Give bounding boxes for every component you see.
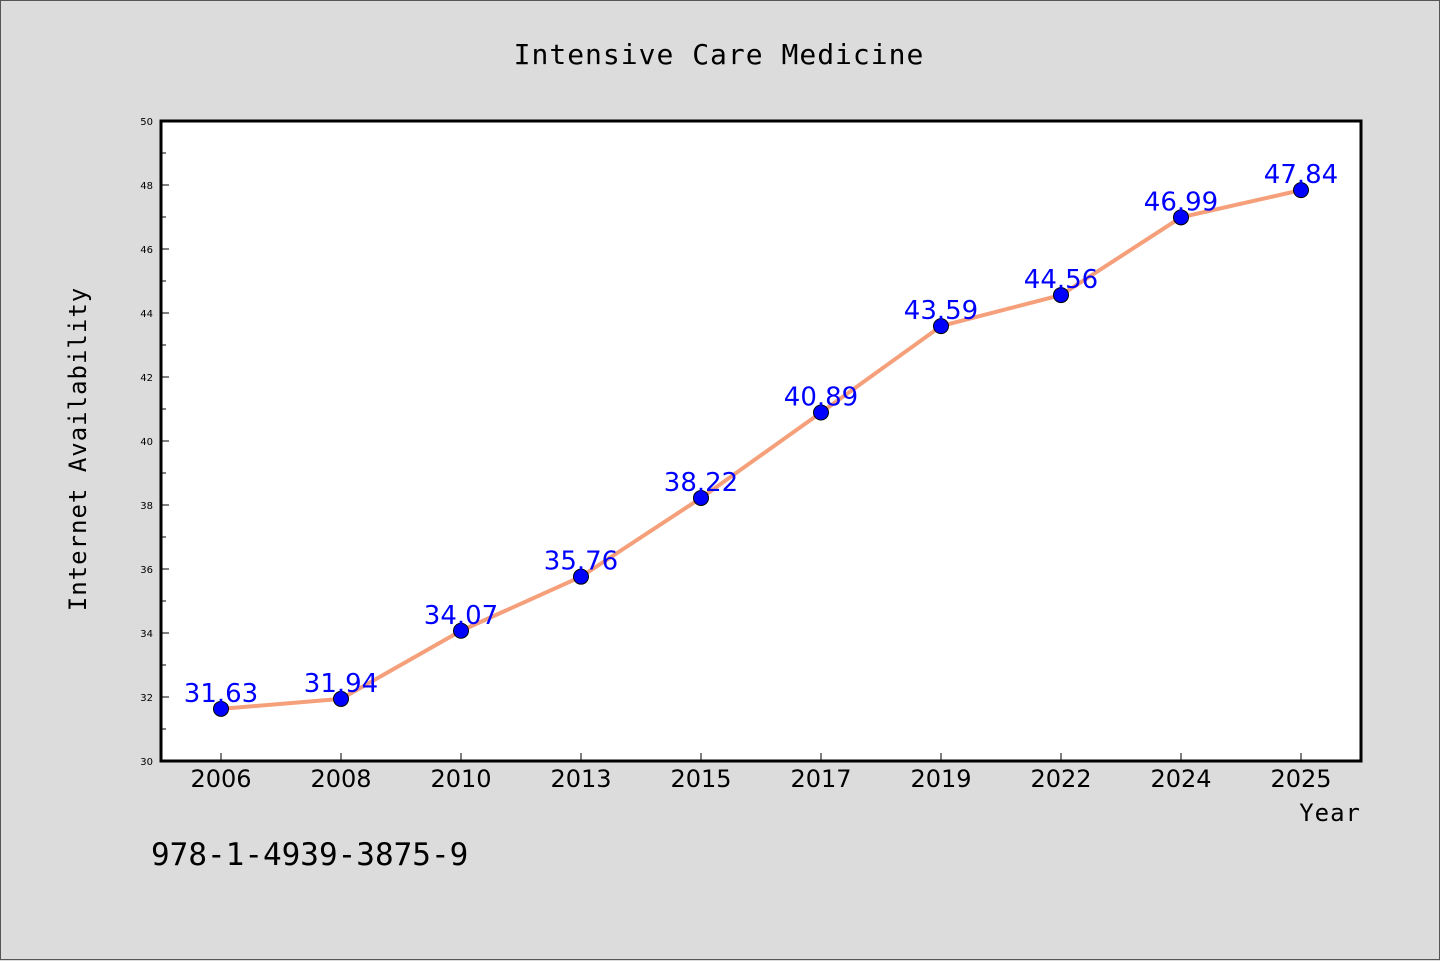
y-axis-label: Internet Availability (64, 287, 92, 611)
data-label: 44.56 (1024, 265, 1098, 295)
data-label: 46.99 (1144, 187, 1218, 217)
x-tick-label: 2013 (550, 765, 611, 793)
data-label: 38.22 (664, 468, 738, 498)
y-tick-label: 30 (140, 757, 153, 768)
y-tick-label: 42 (140, 373, 153, 384)
x-tick-label: 2015 (670, 765, 731, 793)
y-tick-label: 40 (140, 437, 153, 448)
data-label: 34.07 (424, 601, 498, 631)
data-point (1053, 287, 1069, 304)
x-tick-label: 2008 (310, 765, 371, 793)
data-point (333, 690, 349, 707)
data-label: 31.94 (304, 669, 378, 699)
plot-area (161, 121, 1361, 761)
data-label: 40.89 (784, 383, 858, 413)
data-point (213, 700, 229, 717)
y-tick-label: 32 (140, 693, 153, 704)
x-tick-label: 2025 (1270, 765, 1331, 793)
y-tick-label: 44 (140, 309, 153, 320)
data-point (693, 489, 709, 506)
data-point (933, 318, 949, 335)
data-point (453, 622, 469, 639)
x-tick-label: 2010 (430, 765, 491, 793)
y-tick-label: 48 (140, 181, 153, 192)
chart-title: Intensive Care Medicine (514, 38, 925, 71)
data-label: 47.84 (1264, 160, 1338, 190)
data-point (813, 404, 829, 421)
data-point (1173, 209, 1189, 226)
data-label: 35.76 (544, 547, 618, 577)
plot-frame (159, 119, 1363, 763)
y-tick-label: 46 (140, 245, 153, 256)
axes: 30 32 34 36 38 40 42 44 46 48 50 2006 2008 2010 2013 20… (140, 117, 1331, 793)
series-line (219, 188, 1303, 711)
x-tick-label: 2019 (910, 765, 971, 793)
y-tick-label: 50 (140, 117, 153, 128)
x-tick-label: 2017 (790, 765, 851, 793)
data-point (573, 568, 589, 585)
data-label: 31.63 (184, 679, 258, 709)
data-label: 43.59 (904, 296, 978, 326)
y-tick-label: 38 (140, 501, 153, 512)
x-tick-label: 2006 (190, 765, 251, 793)
isbn-footer: 978-1-4939-3875-9 (151, 837, 468, 873)
series: 31.63 31.94 34.07 35.76 38.22 40.89 43.59 44.56… (184, 160, 1338, 717)
x-axis-label: Year (1299, 799, 1361, 827)
data-point (1293, 182, 1309, 199)
y-tick-label: 34 (140, 629, 153, 640)
y-tick-label: 36 (140, 565, 153, 576)
x-tick-label: 2024 (1150, 765, 1211, 793)
x-tick-label: 2022 (1030, 765, 1091, 793)
